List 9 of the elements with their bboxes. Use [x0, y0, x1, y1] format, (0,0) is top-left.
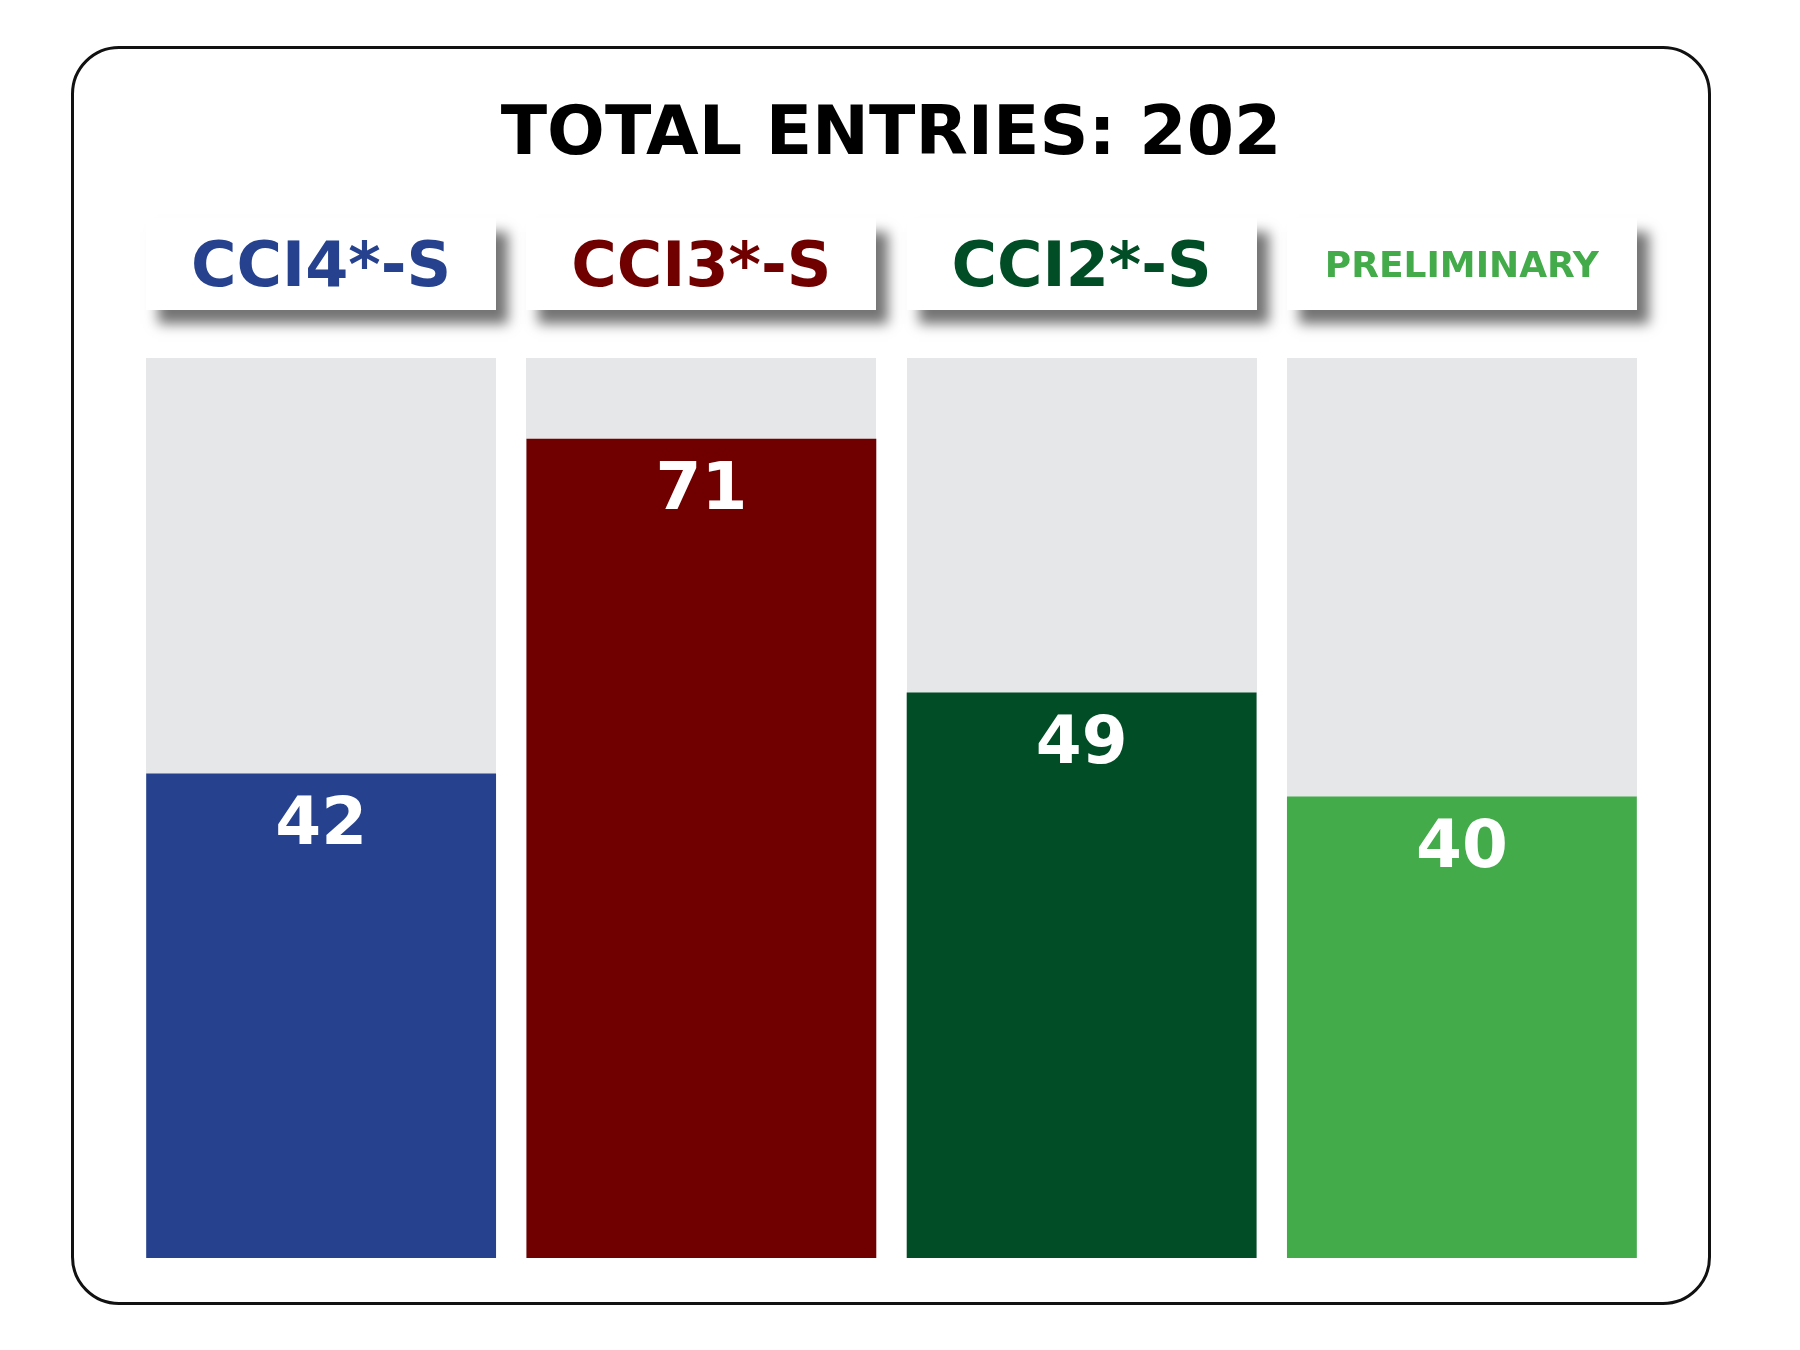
x-tick-label: CCI3*-S: [571, 227, 832, 301]
chart-title: TOTAL ENTRIES: 202: [499, 90, 1283, 172]
x-tick-label: CCI2*-S: [951, 227, 1212, 301]
data-label: 49: [1035, 701, 1128, 779]
x-tick-label: CCI4*-S: [191, 227, 452, 301]
data-label: 42: [275, 782, 368, 860]
data-label: 40: [1415, 805, 1508, 883]
data-label: 71: [655, 447, 748, 525]
x-tick-label: PRELIMINARY: [1324, 243, 1599, 285]
